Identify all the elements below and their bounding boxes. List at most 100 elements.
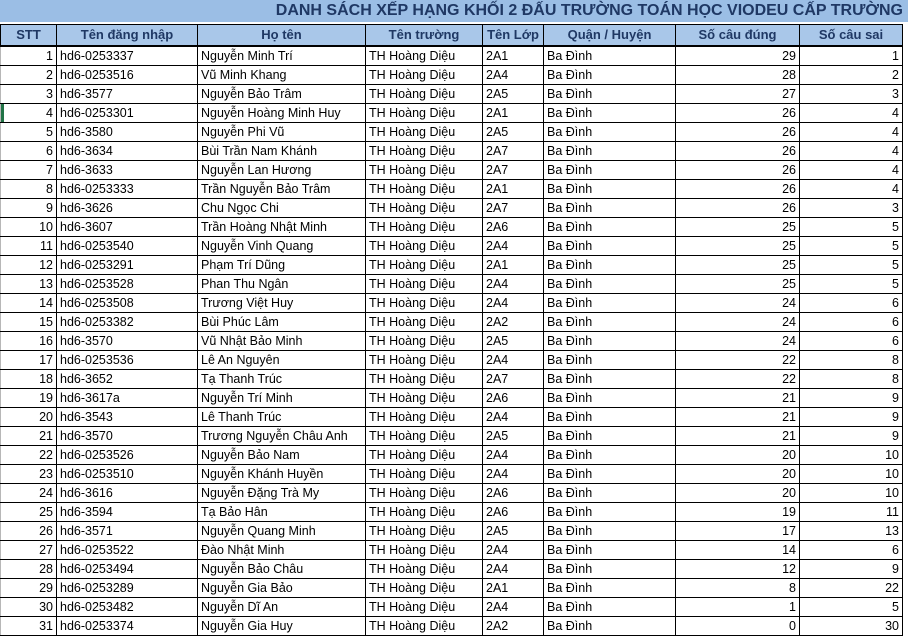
cell-class[interactable]: 2A4	[482, 64, 544, 85]
cell-district[interactable]: Ba Đình	[543, 178, 676, 199]
cell-wrong[interactable]: 22	[799, 577, 903, 598]
cell-correct[interactable]: 8	[675, 577, 800, 598]
cell-username[interactable]: hd6-3594	[56, 501, 198, 522]
cell-correct[interactable]: 17	[675, 520, 800, 541]
cell-district[interactable]: Ba Đình	[543, 596, 676, 617]
cell-fullname[interactable]: Trương Nguyễn Châu Anh	[197, 425, 366, 446]
cell-stt[interactable]: 13	[0, 273, 57, 294]
cell-username[interactable]: hd6-3617a	[56, 387, 198, 408]
cell-username[interactable]: hd6-0253301	[56, 102, 198, 123]
cell-correct[interactable]: 26	[675, 121, 800, 142]
cell-district[interactable]: Ba Đình	[543, 558, 676, 579]
cell-district[interactable]: Ba Đình	[543, 216, 676, 237]
cell-fullname[interactable]: Nguyễn Phi Vũ	[197, 121, 366, 142]
cell-wrong[interactable]: 6	[799, 539, 903, 560]
cell-username[interactable]: hd6-3570	[56, 330, 198, 351]
cell-class[interactable]: 2A1	[482, 102, 544, 123]
cell-school[interactable]: TH Hoàng Diệu	[365, 83, 483, 104]
cell-fullname[interactable]: Nguyễn Trí Minh	[197, 387, 366, 408]
cell-username[interactable]: hd6-3571	[56, 520, 198, 541]
cell-district[interactable]: Ba Đình	[543, 254, 676, 275]
cell-correct[interactable]: 20	[675, 482, 800, 503]
cell-username[interactable]: hd6-0253482	[56, 596, 198, 617]
cell-correct[interactable]: 29	[675, 45, 800, 66]
cell-stt[interactable]: 16	[0, 330, 57, 351]
cell-stt[interactable]: 3	[0, 83, 57, 104]
cell-fullname[interactable]: Trương Việt Huy	[197, 292, 366, 313]
cell-username[interactable]: hd6-3570	[56, 425, 198, 446]
cell-district[interactable]: Ba Đình	[543, 330, 676, 351]
cell-school[interactable]: TH Hoàng Diệu	[365, 102, 483, 123]
cell-fullname[interactable]: Nguyễn Quang Minh	[197, 520, 366, 541]
cell-school[interactable]: TH Hoàng Diệu	[365, 121, 483, 142]
cell-username[interactable]: hd6-0253333	[56, 178, 198, 199]
cell-wrong[interactable]: 10	[799, 482, 903, 503]
cell-wrong[interactable]: 3	[799, 83, 903, 104]
cell-stt[interactable]: 11	[0, 235, 57, 256]
cell-stt[interactable]: 19	[0, 387, 57, 408]
cell-class[interactable]: 2A4	[482, 406, 544, 427]
cell-correct[interactable]: 24	[675, 330, 800, 351]
cell-school[interactable]: TH Hoàng Diệu	[365, 273, 483, 294]
cell-class[interactable]: 2A6	[482, 482, 544, 503]
cell-district[interactable]: Ba Đình	[543, 501, 676, 522]
cell-district[interactable]: Ba Đình	[543, 368, 676, 389]
cell-class[interactable]: 2A5	[482, 425, 544, 446]
cell-stt[interactable]: 21	[0, 425, 57, 446]
cell-username[interactable]: hd6-3607	[56, 216, 198, 237]
cell-district[interactable]: Ba Đình	[543, 235, 676, 256]
cell-school[interactable]: TH Hoàng Diệu	[365, 406, 483, 427]
cell-class[interactable]: 2A4	[482, 444, 544, 465]
header-wrong[interactable]: Số câu sai	[799, 24, 903, 47]
cell-wrong[interactable]: 9	[799, 387, 903, 408]
cell-class[interactable]: 2A5	[482, 330, 544, 351]
cell-wrong[interactable]: 6	[799, 311, 903, 332]
cell-school[interactable]: TH Hoàng Diệu	[365, 197, 483, 218]
cell-fullname[interactable]: Nguyễn Đặng Trà My	[197, 482, 366, 503]
cell-correct[interactable]: 12	[675, 558, 800, 579]
cell-stt[interactable]: 15	[0, 311, 57, 332]
cell-correct[interactable]: 22	[675, 368, 800, 389]
cell-wrong[interactable]: 2	[799, 64, 903, 85]
cell-correct[interactable]: 21	[675, 425, 800, 446]
cell-correct[interactable]: 25	[675, 273, 800, 294]
cell-school[interactable]: TH Hoàng Diệu	[365, 330, 483, 351]
cell-class[interactable]: 2A2	[482, 615, 544, 636]
cell-username[interactable]: hd6-0253508	[56, 292, 198, 313]
cell-school[interactable]: TH Hoàng Diệu	[365, 463, 483, 484]
cell-school[interactable]: TH Hoàng Diệu	[365, 558, 483, 579]
cell-fullname[interactable]: Lê Thanh Trúc	[197, 406, 366, 427]
cell-stt[interactable]: 1	[0, 45, 57, 66]
cell-district[interactable]: Ba Đình	[543, 387, 676, 408]
cell-class[interactable]: 2A1	[482, 45, 544, 66]
cell-wrong[interactable]: 9	[799, 425, 903, 446]
cell-wrong[interactable]: 10	[799, 444, 903, 465]
cell-school[interactable]: TH Hoàng Diệu	[365, 368, 483, 389]
cell-correct[interactable]: 26	[675, 102, 800, 123]
cell-username[interactable]: hd6-0253522	[56, 539, 198, 560]
cell-wrong[interactable]: 5	[799, 235, 903, 256]
cell-stt[interactable]: 27	[0, 539, 57, 560]
cell-username[interactable]: hd6-3634	[56, 140, 198, 161]
cell-school[interactable]: TH Hoàng Diệu	[365, 425, 483, 446]
cell-stt[interactable]: 20	[0, 406, 57, 427]
cell-class[interactable]: 2A4	[482, 349, 544, 370]
cell-correct[interactable]: 25	[675, 235, 800, 256]
cell-stt[interactable]: 30	[0, 596, 57, 617]
cell-fullname[interactable]: Bùi Trần Nam Khánh	[197, 140, 366, 161]
cell-fullname[interactable]: Nguyễn Bảo Châu	[197, 558, 366, 579]
cell-school[interactable]: TH Hoàng Diệu	[365, 596, 483, 617]
cell-fullname[interactable]: Đào Nhật Minh	[197, 539, 366, 560]
cell-wrong[interactable]: 4	[799, 102, 903, 123]
cell-correct[interactable]: 22	[675, 349, 800, 370]
cell-fullname[interactable]: Tạ Thanh Trúc	[197, 368, 366, 389]
cell-class[interactable]: 2A4	[482, 292, 544, 313]
cell-fullname[interactable]: Phan Thu Ngân	[197, 273, 366, 294]
cell-stt[interactable]: 24	[0, 482, 57, 503]
cell-stt[interactable]: 4	[0, 102, 57, 123]
cell-district[interactable]: Ba Đình	[543, 349, 676, 370]
cell-wrong[interactable]: 5	[799, 254, 903, 275]
cell-school[interactable]: TH Hoàng Diệu	[365, 501, 483, 522]
cell-class[interactable]: 2A4	[482, 558, 544, 579]
cell-district[interactable]: Ba Đình	[543, 577, 676, 598]
